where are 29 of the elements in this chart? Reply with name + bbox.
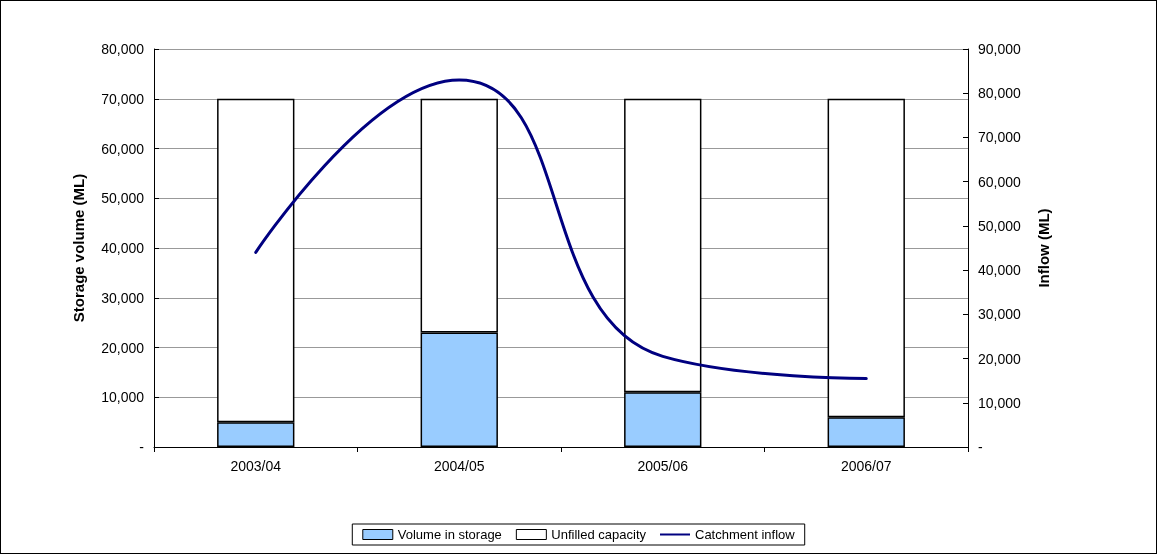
y2-axis-title: Inflow (ML) [1035, 208, 1052, 288]
y2-tick-label: 30,000 [978, 306, 1022, 323]
x-tick-label: 2003/04 [230, 458, 282, 474]
y-tick-label: 10,000 [101, 389, 145, 406]
y-tick-label: 40,000 [101, 240, 145, 256]
y-tick-label: 30,000 [101, 289, 145, 306]
legend-label: Volume in storage [397, 527, 502, 542]
x-tick-label: 2005/06 [637, 458, 689, 474]
y2-tick-label: 90,000 [978, 41, 1022, 57]
y-tick-label: 60,000 [101, 140, 145, 157]
x-tick-label: 2006/07 [840, 458, 892, 474]
legend-label: Catchment inflow [695, 527, 796, 542]
y2-tick-label: 80,000 [978, 85, 1022, 102]
y2-tick-label: 50,000 [978, 217, 1022, 234]
y2-tick-label: 20,000 [978, 350, 1022, 367]
y-axis-title: Storage volume (ML) [70, 173, 87, 323]
y2-tick-label: 70,000 [978, 129, 1022, 146]
x-tick-label: 2004/05 [433, 458, 485, 474]
y-tick-label: 70,000 [101, 90, 145, 107]
y2-tick-label: 10,000 [978, 394, 1022, 411]
y-tick-label: - [139, 439, 145, 455]
y-tick-label: 50,000 [101, 190, 145, 207]
line-series [254, 78, 868, 380]
y2-tick-label: - [978, 439, 983, 455]
y-tick-label: 20,000 [101, 339, 145, 356]
y2-tick-label: 60,000 [978, 173, 1022, 190]
legend-label: Unfilled capacity [551, 527, 647, 542]
y2-tick-label: 40,000 [978, 262, 1022, 279]
y-tick-label: 80,000 [101, 41, 145, 57]
